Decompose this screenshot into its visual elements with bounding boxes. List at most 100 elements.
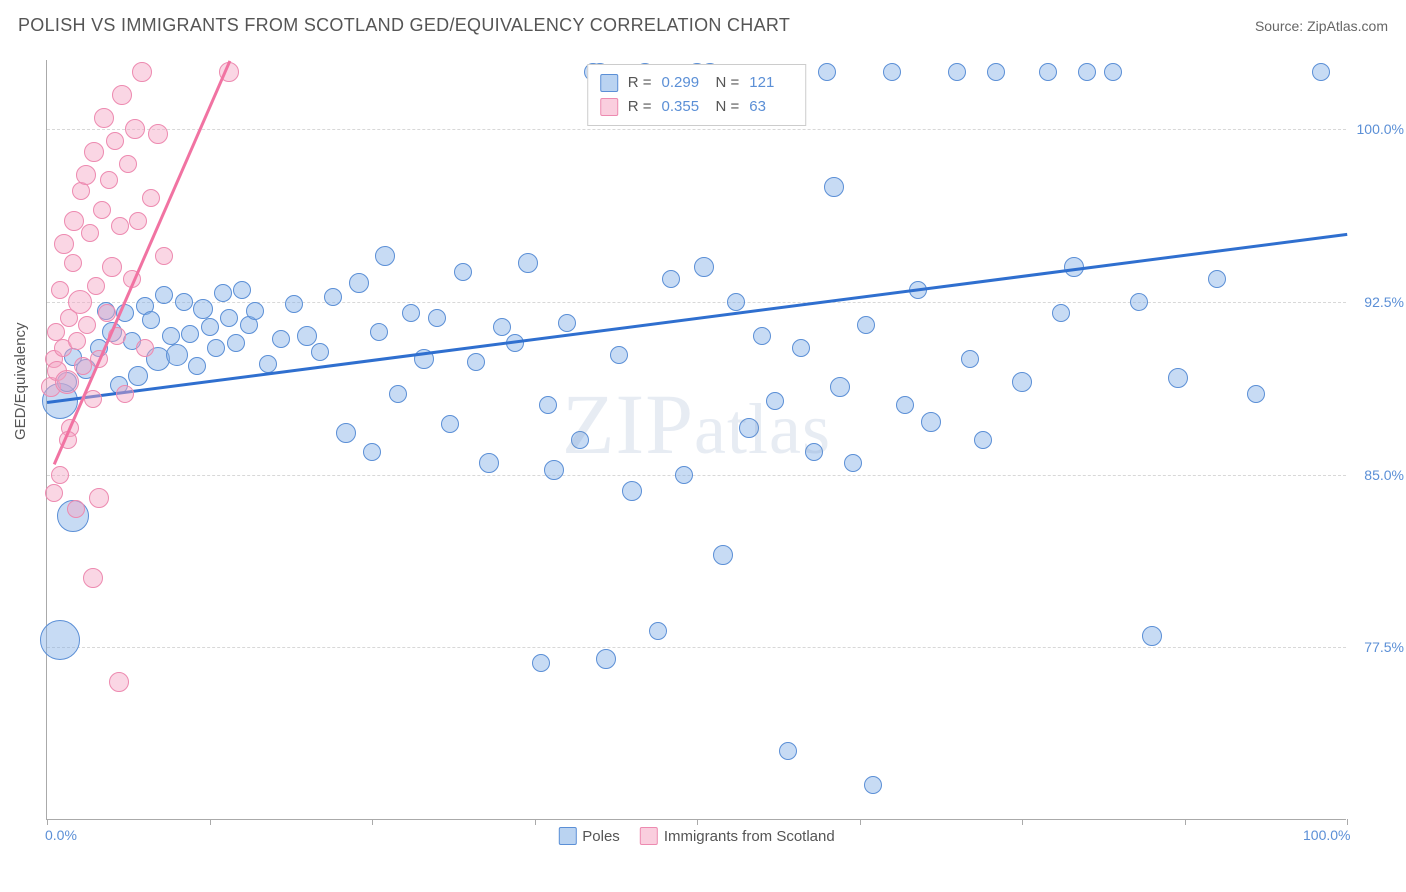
scatter-point [739,418,759,438]
scatter-point [792,339,810,357]
watermark-text: ZIPatlas [562,374,831,474]
n-value-blue: 121 [749,71,793,95]
legend-label: Immigrants from Scotland [664,828,835,845]
scatter-point [921,412,941,432]
scatter-point [68,290,92,314]
legend-item-scotland: Immigrants from Scotland [640,827,835,845]
scatter-point [824,177,844,197]
scatter-point [112,85,132,105]
y-tick-label: 77.5% [1364,639,1404,655]
scatter-point [571,431,589,449]
scatter-point [1012,372,1032,392]
scatter-point [93,201,111,219]
scatter-point [87,277,105,295]
scatter-point [54,234,74,254]
scatter-point [81,224,99,242]
x-tick-mark [1347,819,1348,825]
scatter-point [1247,385,1265,403]
scatter-point [649,622,667,640]
scatter-point [246,302,264,320]
scatter-point [883,63,901,81]
scatter-point [493,318,511,336]
scatter-point [1312,63,1330,81]
scatter-point [1104,63,1122,81]
scatter-point [805,443,823,461]
scatter-point [370,323,388,341]
scatter-point [102,257,122,277]
scatter-point [857,316,875,334]
scatter-point [544,460,564,480]
scatter-point [89,488,109,508]
scatter-point [84,142,104,162]
scatter-point [844,454,862,472]
scatter-point [349,273,369,293]
scatter-point [622,481,642,501]
gridline [47,475,1346,476]
scatter-point [155,286,173,304]
scatter-point [94,108,114,128]
legend-correlation: R = 0.299 N = 121 R = 0.355 N = 63 [587,64,807,126]
scatter-point [193,299,213,319]
scatter-point [479,453,499,473]
scatter-point [1130,293,1148,311]
legend-row-blue: R = 0.299 N = 121 [600,71,794,95]
scatter-point [694,257,714,277]
scatter-point [467,353,485,371]
scatter-point [129,212,147,230]
x-tick-mark [47,819,48,825]
scatter-point [55,370,79,394]
scatter-point [78,316,96,334]
gridline [47,302,1346,303]
n-label: N = [716,71,740,95]
scatter-point [713,545,733,565]
scatter-point [753,327,771,345]
scatter-point [336,423,356,443]
gridline [47,647,1346,648]
n-value-pink: 63 [749,95,793,119]
x-tick-mark [860,819,861,825]
scatter-point [375,246,395,266]
scatter-point [201,318,219,336]
gridline [47,129,1346,130]
scatter-point [779,742,797,760]
scatter-point [51,281,69,299]
scatter-point [961,350,979,368]
scatter-point [181,325,199,343]
scatter-point [454,263,472,281]
scatter-point [106,132,124,150]
r-value-blue: 0.299 [662,71,706,95]
scatter-plot-area: ZIPatlas R = 0.299 N = 121 R = 0.355 N =… [46,60,1346,820]
x-tick-label: 100.0% [1303,827,1350,843]
legend-row-pink: R = 0.355 N = 63 [600,95,794,119]
r-label: R = [628,95,652,119]
scatter-point [136,339,154,357]
swatch-blue-icon [600,74,618,92]
scatter-point [40,620,80,660]
scatter-point [220,309,238,327]
scatter-point [987,63,1005,81]
scatter-point [539,396,557,414]
scatter-point [974,431,992,449]
scatter-point [518,253,538,273]
scatter-point [675,466,693,484]
x-tick-mark [535,819,536,825]
scatter-point [428,309,446,327]
scatter-point [662,270,680,288]
chart-title: POLISH VS IMMIGRANTS FROM SCOTLAND GED/E… [18,15,790,36]
scatter-point [285,295,303,313]
swatch-pink-icon [640,827,658,845]
x-tick-mark [1022,819,1023,825]
scatter-point [402,304,420,322]
scatter-point [948,63,966,81]
chart-header: POLISH VS IMMIGRANTS FROM SCOTLAND GED/E… [18,15,1388,36]
scatter-point [311,343,329,361]
scatter-point [64,254,82,272]
scatter-point [45,484,63,502]
scatter-point [297,326,317,346]
scatter-point [51,466,69,484]
scatter-point [76,165,96,185]
scatter-point [818,63,836,81]
scatter-point [116,385,134,403]
scatter-point [188,357,206,375]
scatter-point [864,776,882,794]
